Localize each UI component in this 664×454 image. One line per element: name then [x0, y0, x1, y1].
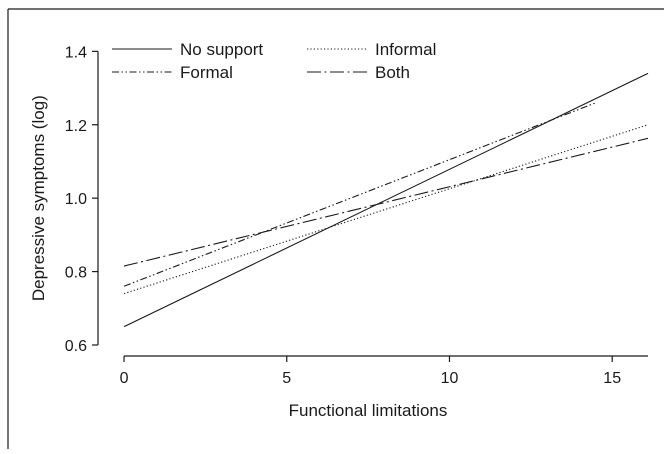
legend-label-informal: Informal — [375, 40, 436, 59]
x-tick-label: 0 — [120, 370, 129, 387]
y-tick-label: 0.6 — [65, 338, 87, 355]
x-tick-label: 15 — [603, 370, 621, 387]
y-tick-label: 1.0 — [65, 191, 87, 208]
series-lines — [123, 72, 649, 328]
y-tick-label: 0.8 — [65, 265, 87, 282]
legend-label-both: Both — [375, 63, 410, 82]
y-ticks: 0.6 0.8 1.0 1.2 1.4 — [65, 44, 98, 355]
series-line-no-support — [123, 72, 649, 328]
y-tick-label: 1.4 — [65, 44, 87, 61]
legend: No support Informal Formal Both — [112, 40, 436, 82]
x-tick-label: 10 — [441, 370, 459, 387]
x-ticks: 0 5 10 15 — [120, 356, 621, 387]
series-line-both — [123, 137, 649, 267]
x-axis-label: Functional limitations — [289, 401, 448, 420]
series-line-informal — [123, 124, 649, 295]
y-axis-label: Depressive symptoms (log) — [29, 95, 48, 301]
y-tick-label: 1.2 — [65, 118, 87, 135]
legend-label-formal: Formal — [180, 63, 233, 82]
x-tick-label: 5 — [282, 370, 291, 387]
legend-label-no-support: No support — [180, 40, 263, 59]
series-line-formal — [123, 102, 597, 287]
